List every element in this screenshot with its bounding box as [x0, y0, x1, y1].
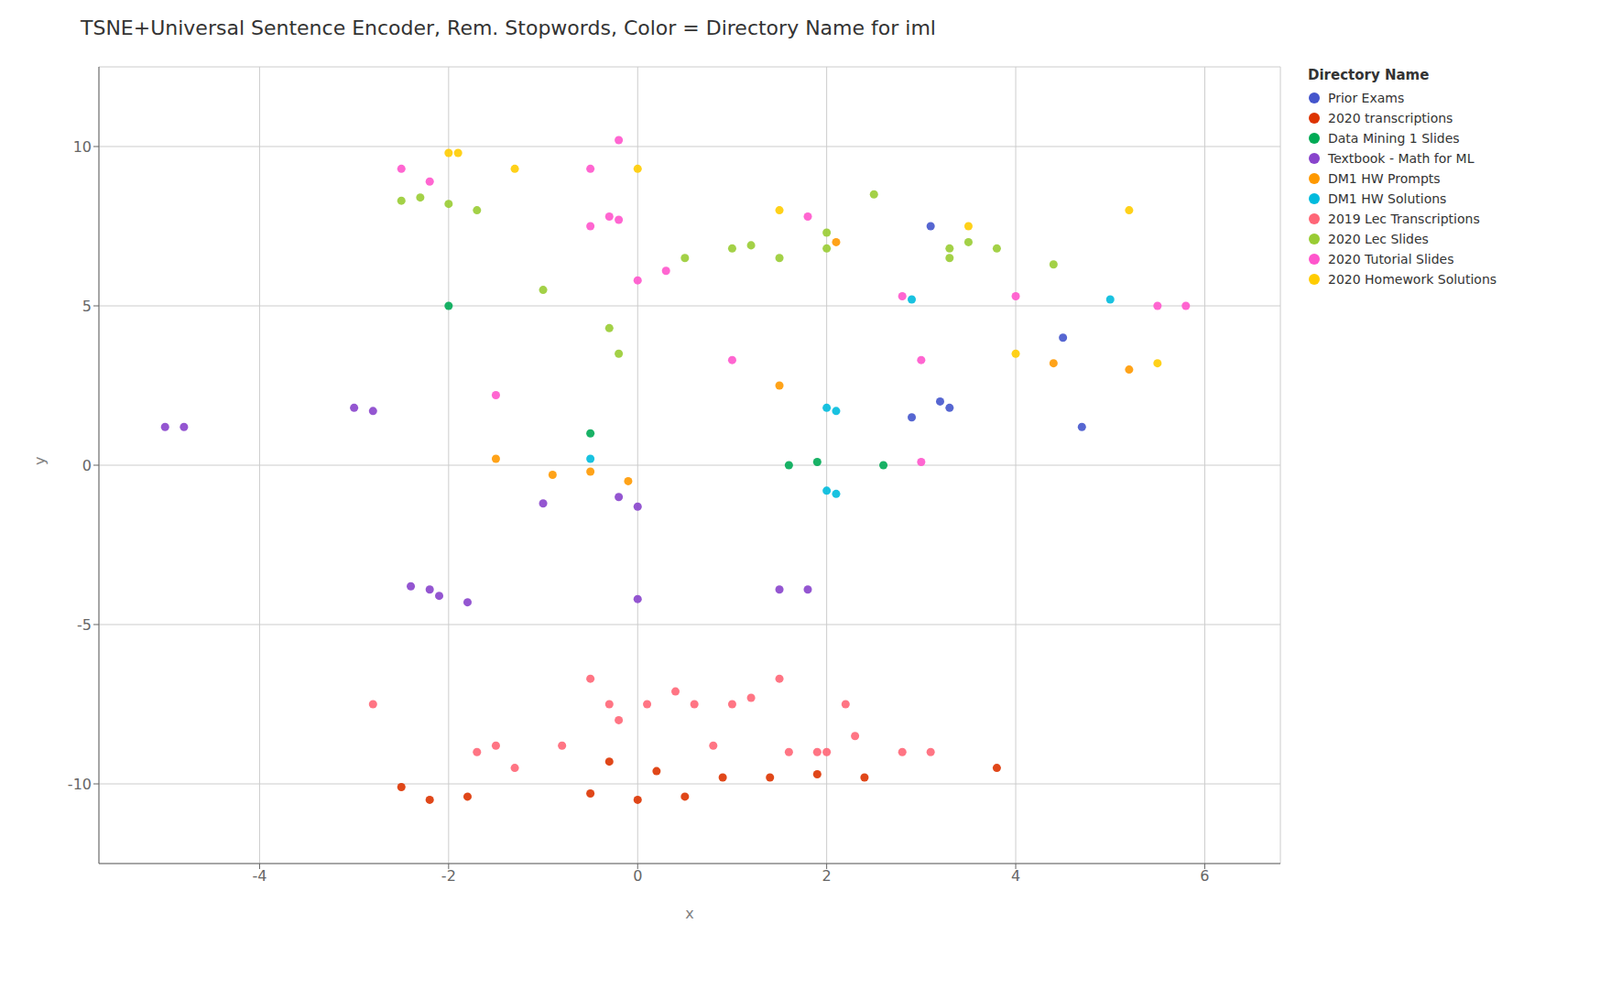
- html-text:Prior Exams: Prior Exams: [1327, 90, 1405, 106]
- html-text:2020 Tutorial Slides: 2020 Tutorial Slides: [1327, 251, 1454, 267]
- svg-text:2: 2: [822, 867, 832, 885]
- svg-text:0: 0: [632, 867, 643, 885]
- svg-text:4: 4: [1011, 867, 1021, 885]
- svg-text:-4: -4: [251, 867, 267, 885]
- html-text:Directory Name: Directory Name: [1307, 66, 1430, 84]
- svg-text:x: x: [685, 904, 694, 923]
- html-text:TSNE+Universal Sentence Encode: TSNE+Universal Sentence Encoder, Rem. St…: [80, 16, 936, 40]
- svg-text:y: y: [31, 457, 49, 466]
- svg-text:-10: -10: [67, 775, 92, 794]
- html-text:Data Mining 1 Slides: Data Mining 1 Slides: [1327, 130, 1460, 146]
- svg-text:0: 0: [82, 457, 92, 475]
- html-text:2020 Lec Slides: 2020 Lec Slides: [1327, 231, 1429, 247]
- html-text:DM1 HW Prompts: DM1 HW Prompts: [1327, 171, 1441, 186]
- svg-text:10: 10: [73, 138, 92, 156]
- svg-text:5: 5: [82, 297, 92, 316]
- html-text:DM1 HW Solutions: DM1 HW Solutions: [1327, 191, 1447, 207]
- html-text:2019 Lec Transcriptions: 2019 Lec Transcriptions: [1327, 211, 1480, 227]
- svg-text:-5: -5: [76, 616, 92, 634]
- svg-text:6: 6: [1199, 867, 1209, 885]
- html-text:Textbook - Math for ML: Textbook - Math for ML: [1327, 151, 1475, 166]
- svg-text:-2: -2: [441, 867, 457, 885]
- html-text:2020 Homework Solutions: 2020 Homework Solutions: [1327, 272, 1497, 287]
- html-text:2020 transcriptions: 2020 transcriptions: [1327, 110, 1453, 126]
